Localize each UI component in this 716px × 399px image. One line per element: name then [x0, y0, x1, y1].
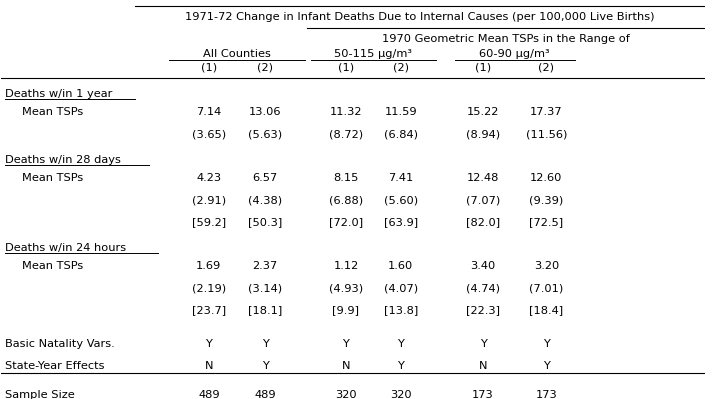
Text: (6.84): (6.84)	[384, 129, 418, 139]
Text: Y: Y	[480, 339, 487, 349]
Text: 320: 320	[335, 390, 357, 399]
Text: Deaths w/in 1 year: Deaths w/in 1 year	[5, 89, 112, 99]
Text: (2.19): (2.19)	[192, 283, 226, 293]
Text: 13.06: 13.06	[249, 107, 281, 117]
Text: Y: Y	[205, 339, 212, 349]
Text: 3.20: 3.20	[533, 261, 559, 271]
Text: 320: 320	[390, 390, 412, 399]
Text: Y: Y	[397, 361, 405, 371]
Text: (3.65): (3.65)	[192, 129, 226, 139]
Text: 2.37: 2.37	[253, 261, 278, 271]
Text: (6.88): (6.88)	[329, 195, 363, 205]
Text: Y: Y	[342, 339, 349, 349]
Text: 8.15: 8.15	[333, 174, 359, 184]
Text: 7.14: 7.14	[196, 107, 221, 117]
Text: (1): (1)	[475, 62, 491, 72]
Text: 11.32: 11.32	[329, 107, 362, 117]
Text: Mean TSPs: Mean TSPs	[22, 174, 84, 184]
Text: (5.60): (5.60)	[384, 195, 418, 205]
Text: [72.5]: [72.5]	[529, 217, 563, 227]
Text: [18.4]: [18.4]	[529, 305, 563, 315]
Text: Y: Y	[543, 339, 550, 349]
Text: 15.22: 15.22	[467, 107, 499, 117]
Text: 1.69: 1.69	[196, 261, 221, 271]
Text: 1971-72 Change in Infant Deaths Due to Internal Causes (per 100,000 Live Births): 1971-72 Change in Infant Deaths Due to I…	[185, 12, 654, 22]
Text: 60-90 μg/m³: 60-90 μg/m³	[480, 49, 550, 59]
Text: [72.0]: [72.0]	[329, 217, 363, 227]
Text: 3.40: 3.40	[470, 261, 495, 271]
Text: 1.12: 1.12	[334, 261, 359, 271]
Text: 489: 489	[198, 390, 220, 399]
Text: 6.57: 6.57	[253, 174, 278, 184]
Text: (7.07): (7.07)	[466, 195, 500, 205]
Text: 17.37: 17.37	[530, 107, 563, 117]
Text: Y: Y	[397, 339, 405, 349]
Text: Y: Y	[543, 361, 550, 371]
Text: (4.07): (4.07)	[384, 283, 418, 293]
Text: Deaths w/in 28 days: Deaths w/in 28 days	[5, 155, 121, 165]
Text: Basic Natality Vars.: Basic Natality Vars.	[5, 339, 115, 349]
Text: [13.8]: [13.8]	[384, 305, 418, 315]
Text: All Counties: All Counties	[203, 49, 271, 59]
Text: (1): (1)	[338, 62, 354, 72]
Text: (2): (2)	[538, 62, 554, 72]
Text: N: N	[342, 361, 350, 371]
Text: Y: Y	[261, 339, 268, 349]
Text: [22.3]: [22.3]	[466, 305, 500, 315]
Text: (2): (2)	[393, 62, 409, 72]
Text: (2): (2)	[257, 62, 273, 72]
Text: 489: 489	[254, 390, 276, 399]
Text: N: N	[205, 361, 213, 371]
Text: (8.72): (8.72)	[329, 129, 363, 139]
Text: [50.3]: [50.3]	[248, 217, 282, 227]
Text: (5.63): (5.63)	[248, 129, 282, 139]
Text: [23.7]: [23.7]	[192, 305, 226, 315]
Text: [59.2]: [59.2]	[192, 217, 226, 227]
Text: (7.01): (7.01)	[529, 283, 563, 293]
Text: Deaths w/in 24 hours: Deaths w/in 24 hours	[5, 243, 126, 253]
Text: 1.60: 1.60	[388, 261, 413, 271]
Text: [63.9]: [63.9]	[384, 217, 418, 227]
Text: 50-115 μg/m³: 50-115 μg/m³	[334, 49, 412, 59]
Text: 173: 173	[473, 390, 494, 399]
Text: [82.0]: [82.0]	[466, 217, 500, 227]
Text: [18.1]: [18.1]	[248, 305, 282, 315]
Text: Sample Size: Sample Size	[5, 390, 74, 399]
Text: 11.59: 11.59	[384, 107, 417, 117]
Text: (11.56): (11.56)	[526, 129, 567, 139]
Text: Mean TSPs: Mean TSPs	[22, 261, 84, 271]
Text: 7.41: 7.41	[388, 174, 413, 184]
Text: N: N	[479, 361, 488, 371]
Text: State-Year Effects: State-Year Effects	[5, 361, 105, 371]
Text: (8.94): (8.94)	[466, 129, 500, 139]
Text: (4.74): (4.74)	[466, 283, 500, 293]
Text: 4.23: 4.23	[196, 174, 221, 184]
Text: (9.39): (9.39)	[529, 195, 563, 205]
Text: 173: 173	[536, 390, 557, 399]
Text: 12.60: 12.60	[530, 174, 563, 184]
Text: (3.14): (3.14)	[248, 283, 282, 293]
Text: (4.93): (4.93)	[329, 283, 363, 293]
Text: (4.38): (4.38)	[248, 195, 282, 205]
Text: 1970 Geometric Mean TSPs in the Range of: 1970 Geometric Mean TSPs in the Range of	[382, 34, 630, 44]
Text: (2.91): (2.91)	[192, 195, 226, 205]
Text: (1): (1)	[200, 62, 217, 72]
Text: Y: Y	[261, 361, 268, 371]
Text: 12.48: 12.48	[467, 174, 499, 184]
Text: Mean TSPs: Mean TSPs	[22, 107, 84, 117]
Text: [9.9]: [9.9]	[332, 305, 359, 315]
